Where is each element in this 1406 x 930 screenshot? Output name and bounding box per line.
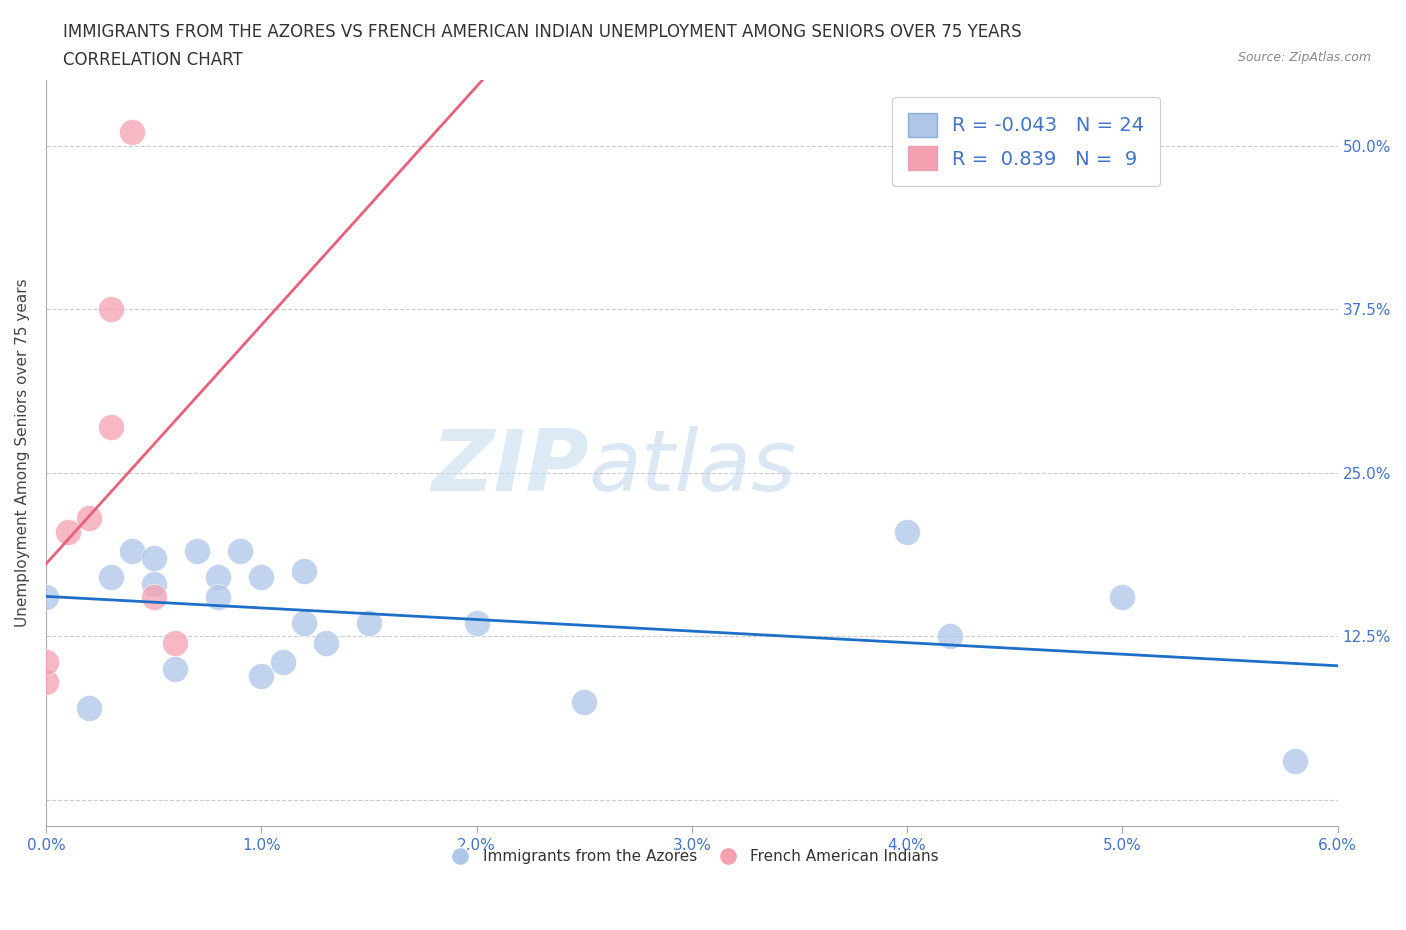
Point <box>292 564 315 578</box>
Point <box>121 125 143 140</box>
Point <box>228 544 250 559</box>
Point <box>207 590 229 604</box>
Point <box>465 616 488 631</box>
Point <box>77 701 100 716</box>
Point <box>896 525 918 539</box>
Point <box>165 635 187 650</box>
Text: Source: ZipAtlas.com: Source: ZipAtlas.com <box>1237 51 1371 64</box>
Text: IMMIGRANTS FROM THE AZORES VS FRENCH AMERICAN INDIAN UNEMPLOYMENT AMONG SENIORS : IMMIGRANTS FROM THE AZORES VS FRENCH AME… <box>63 23 1022 41</box>
Point <box>142 577 165 591</box>
Y-axis label: Unemployment Among Seniors over 75 years: Unemployment Among Seniors over 75 years <box>15 279 30 628</box>
Point <box>357 616 380 631</box>
Point <box>250 668 273 683</box>
Point <box>100 301 122 316</box>
Point <box>186 544 208 559</box>
Point <box>121 544 143 559</box>
Text: CORRELATION CHART: CORRELATION CHART <box>63 51 243 69</box>
Point <box>292 616 315 631</box>
Point <box>35 674 58 689</box>
Point <box>939 629 962 644</box>
Point <box>207 570 229 585</box>
Text: atlas: atlas <box>589 427 796 510</box>
Point <box>35 590 58 604</box>
Legend: Immigrants from the Azores, French American Indians: Immigrants from the Azores, French Ameri… <box>439 844 945 870</box>
Point <box>142 551 165 565</box>
Point <box>100 570 122 585</box>
Point <box>77 512 100 526</box>
Point <box>35 655 58 670</box>
Point <box>165 661 187 676</box>
Point <box>56 525 79 539</box>
Point <box>1111 590 1133 604</box>
Point <box>271 655 294 670</box>
Point <box>572 695 595 710</box>
Point <box>315 635 337 650</box>
Point <box>100 419 122 434</box>
Point <box>250 570 273 585</box>
Point <box>1284 753 1306 768</box>
Point <box>142 590 165 604</box>
Text: ZIP: ZIP <box>430 427 589 510</box>
